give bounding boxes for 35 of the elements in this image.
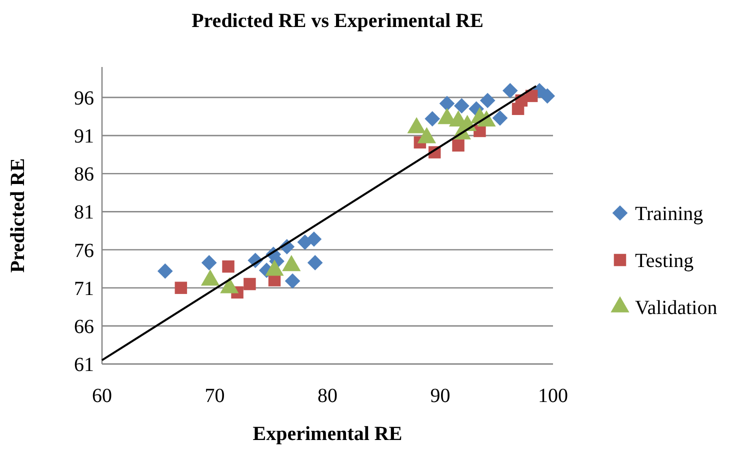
point	[480, 92, 496, 108]
point	[222, 260, 234, 273]
point	[284, 273, 300, 289]
point	[157, 263, 173, 279]
y-tick-label: 66	[74, 316, 94, 338]
y-tick-label: 76	[74, 240, 94, 262]
x-tick-label: 70	[204, 385, 225, 407]
point	[439, 96, 455, 112]
point	[424, 111, 440, 126]
point	[297, 234, 313, 250]
point	[512, 102, 524, 116]
x-tick-label: 100	[538, 385, 568, 407]
y-tick-label: 81	[74, 202, 94, 224]
y-tick-label: 71	[74, 278, 94, 300]
x-tick-label: 80	[318, 385, 338, 407]
point	[454, 98, 470, 114]
y-axis-title: Predicted RE	[7, 158, 29, 273]
x-axis-title: Experimental RE	[252, 423, 402, 445]
y-tick-label: 96	[74, 87, 94, 110]
point	[307, 255, 323, 270]
point	[502, 82, 518, 98]
legend-label: Validation	[635, 297, 718, 319]
y-tick-label: 91	[74, 126, 94, 148]
x-tick-label: 60	[92, 385, 112, 407]
legend-label: Testing	[635, 250, 694, 272]
point	[492, 110, 508, 126]
legend-label: Training	[635, 203, 704, 225]
point	[174, 282, 188, 294]
point	[244, 278, 256, 290]
y-tick-label: 86	[74, 164, 94, 186]
point	[201, 255, 217, 270]
chart-title: Predicted RE vs Experimental RE	[192, 10, 484, 32]
x-tick-label: 90	[430, 385, 450, 407]
y-tick-label: 61	[74, 354, 94, 376]
point	[452, 139, 464, 152]
